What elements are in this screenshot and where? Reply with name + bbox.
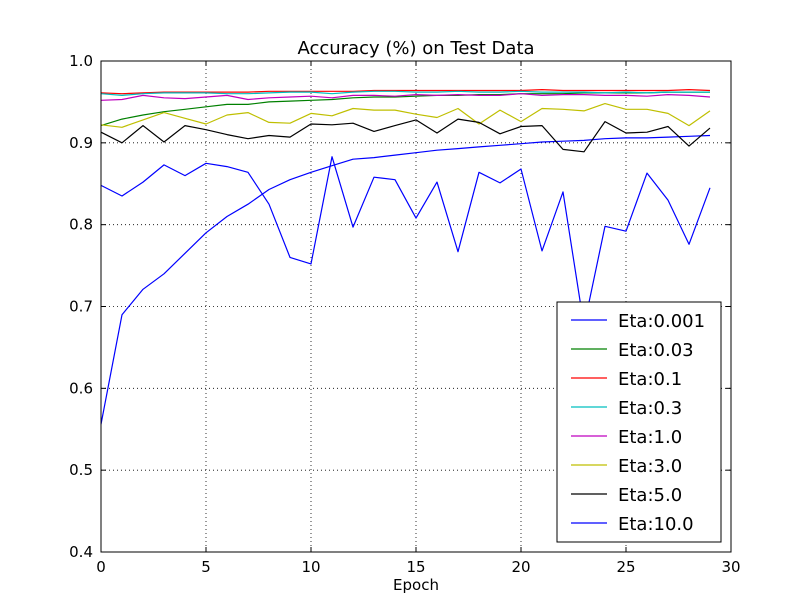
series-line bbox=[100, 102, 711, 128]
legend-label: Eta:3.0 bbox=[618, 456, 682, 477]
legend-label: Eta:0.03 bbox=[618, 340, 694, 361]
series-line bbox=[100, 93, 711, 101]
y-tick-label: 0.4 bbox=[69, 543, 93, 561]
legend-label: Eta:10.0 bbox=[618, 514, 694, 535]
x-tick-label: 10 bbox=[301, 558, 320, 576]
y-tick-label: 0.9 bbox=[69, 134, 93, 152]
y-tick-label: 0.6 bbox=[69, 379, 93, 397]
series-line bbox=[100, 118, 711, 153]
x-tick-label: 0 bbox=[96, 558, 106, 576]
series-line bbox=[100, 90, 710, 97]
legend: Eta:0.001 Eta:0.03 Eta:0.1 Eta:0.3 Eta:1.0 Et… bbox=[556, 301, 722, 543]
series-line bbox=[100, 88, 711, 95]
x-tick-label: 5 bbox=[201, 558, 211, 576]
y-tick-label: 0.8 bbox=[69, 216, 93, 234]
legend-frame bbox=[556, 301, 722, 543]
legend-label: Eta:1.0 bbox=[618, 427, 682, 448]
legend-label: Eta:0.1 bbox=[618, 369, 682, 390]
x-tick-label: 30 bbox=[721, 558, 740, 576]
axis-ticks: 0 5 10 15 20 25 30 0.4 0.5 0.6 0.7 0.8 0.9 1.0 bbox=[69, 52, 740, 576]
x-tick-label: 20 bbox=[511, 558, 530, 576]
legend-label: Eta:0.001 bbox=[618, 311, 705, 332]
x-tick-label: 15 bbox=[406, 558, 425, 576]
chart-title: Accuracy (%) on Test Data bbox=[297, 38, 534, 59]
x-axis-label: Epoch bbox=[393, 576, 439, 594]
x-tick-label: 25 bbox=[616, 558, 635, 576]
y-tick-label: 1.0 bbox=[69, 52, 93, 70]
legend-label: Eta:0.3 bbox=[618, 398, 682, 419]
series-line bbox=[100, 134, 711, 425]
series-lines bbox=[100, 88, 711, 425]
legend-label: Eta:5.0 bbox=[618, 485, 682, 506]
y-tick-label: 0.5 bbox=[69, 461, 93, 479]
y-tick-label: 0.7 bbox=[69, 298, 93, 316]
series-line bbox=[100, 156, 711, 327]
